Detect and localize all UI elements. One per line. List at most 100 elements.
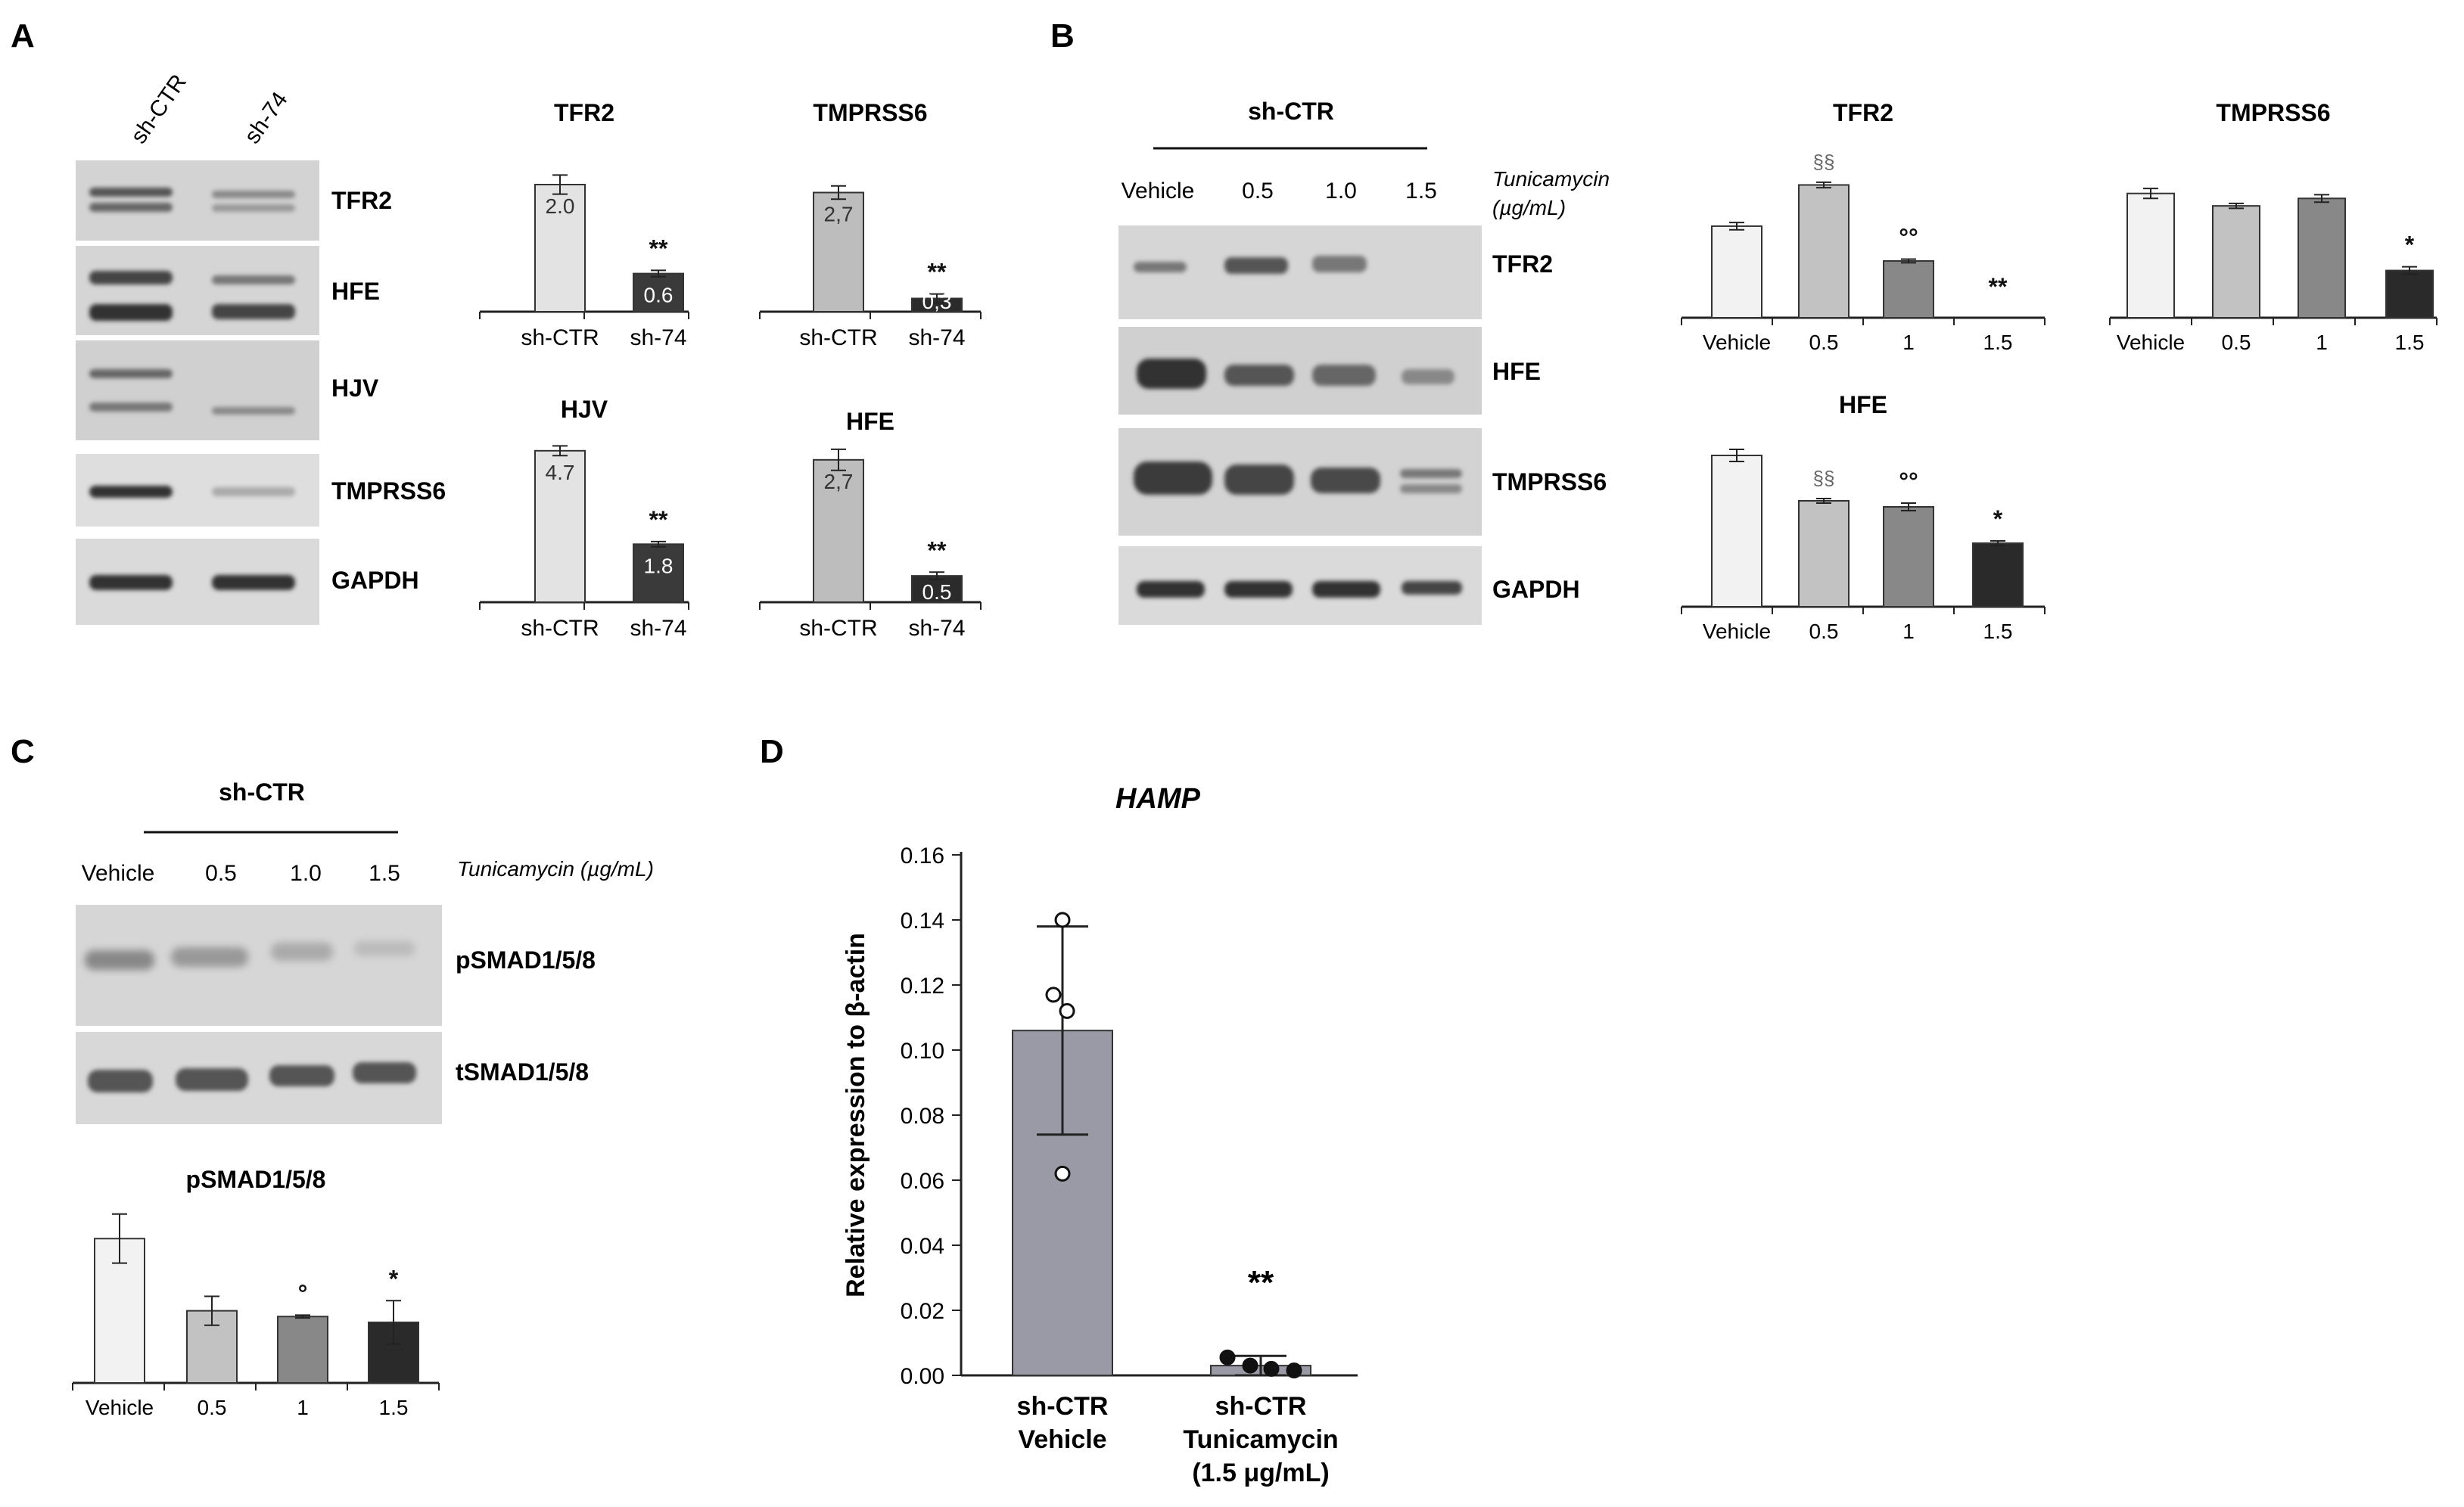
chart-b-hfe: HFE Vehicle §§ 0.5 °° 1 * 1.5 (1681, 391, 2046, 643)
chart-a-tfr2: TFR2 2.0 sh-CTR 0.6 ** sh-74 (479, 99, 689, 350)
y-tick-label: 0.06 (901, 1169, 944, 1194)
blot-strip-b-hfe (1118, 327, 1482, 415)
category-label: 0.5 (2222, 331, 2251, 354)
significance-mark: ** (1248, 1264, 1274, 1301)
significance-mark: * (1993, 505, 2003, 533)
significance-mark: ** (649, 506, 668, 533)
category-label: Vehicle (86, 1396, 154, 1419)
group-label-c-sh-ctr: sh-CTR (219, 778, 305, 806)
category-label: 1.5 (2395, 331, 2425, 354)
category-label: 1.5 (379, 1396, 409, 1419)
category-label: sh-CTR (799, 616, 877, 641)
bar (277, 1316, 328, 1384)
category-label: 1 (297, 1396, 309, 1419)
bar (633, 543, 684, 603)
blot-strip-c-tsmad (76, 1032, 442, 1124)
category-label: Tunicamycin (1183, 1425, 1338, 1454)
panel-d: D (760, 733, 784, 770)
lane-label-0-5: 0.5 (1242, 179, 1274, 204)
category-label: sh-CTR (799, 325, 877, 350)
blot-strip-tfr2 (76, 160, 319, 241)
bar (2126, 192, 2175, 318)
bar (1972, 542, 2024, 607)
chart-title: HAMP (1115, 783, 1201, 815)
category-label: 1.5 (1983, 331, 2013, 354)
chart-a-tmprss6: TMPRSS6 2,7 sh-CTR 0,3 ** sh-74 (759, 99, 982, 350)
bar (813, 191, 864, 312)
bar (2385, 269, 2434, 319)
data-label: 2.0 (546, 194, 575, 218)
lane-label-vehicle: Vehicle (1122, 179, 1195, 204)
significance-mark: ° (298, 1279, 308, 1307)
category-label: sh-74 (908, 616, 965, 641)
significance-mark: ** (928, 259, 947, 286)
bar (1711, 455, 1762, 607)
category-label: Vehicle (1018, 1425, 1106, 1454)
category-label: sh-74 (908, 325, 965, 350)
lane-label-c-1-0: 1.0 (290, 861, 322, 886)
blot-strip-b-gapdh (1118, 546, 1482, 625)
chart-a-hjv: HJV 4.7 sh-CTR 1.8 ** sh-74 (479, 396, 689, 641)
y-tick-label: 0.08 (901, 1104, 944, 1129)
category-label: sh-74 (630, 616, 686, 641)
data-point (1059, 1002, 1075, 1019)
bar (813, 458, 864, 603)
treatment-label-c: Tunicamycin (µg/mL) (457, 857, 654, 881)
charts-layer: TFR22.0sh-CTR0.6**sh-74TMPRSS62,7sh-CTR0… (72, 99, 2438, 1487)
significance-mark: * (2405, 231, 2415, 259)
y-tick-label: 0.12 (901, 974, 944, 999)
data-label: 4.7 (546, 461, 575, 484)
category-label: sh-74 (630, 325, 686, 350)
category-label: sh-CTR (521, 616, 599, 641)
y-tick-label: 0.04 (901, 1234, 944, 1259)
lane-label-c-1-5: 1.5 (369, 861, 400, 886)
data-point (1054, 1165, 1071, 1182)
blot-strip-gapdh (76, 539, 319, 625)
significance-mark: §§ (1813, 151, 1835, 173)
lane-label-sh-ctr: sh-CTR (126, 70, 191, 148)
y-axis-label: Relative expression to β-actin (842, 933, 870, 1297)
panel-b: B sh-CTR Vehicle 0.5 1.0 1.5 Tunicamycin… (1050, 17, 1610, 625)
lane-label-1-0: 1.0 (1325, 179, 1357, 204)
chart-a-hfe: HFE 2,7 sh-CTR 0.5 ** sh-74 (759, 408, 982, 641)
chart-title: HFE (846, 408, 894, 435)
panel-a: A sh-CTR sh-74 (11, 17, 446, 625)
panel-label-c: C (11, 733, 35, 770)
blot-label-b-hfe: HFE (1492, 358, 1541, 385)
chart-title: pSMAD1/5/8 (186, 1166, 326, 1193)
category-label: 0.5 (1809, 620, 1839, 643)
panel-c: C sh-CTR Vehicle 0.5 1.0 1.5 Tunicamycin… (11, 733, 654, 1124)
y-tick-label: 0.16 (901, 844, 944, 868)
bar (534, 184, 586, 312)
blot-label-tmprss6: TMPRSS6 (331, 477, 446, 505)
data-label: 0.6 (644, 284, 674, 307)
y-tick-label: 0.02 (901, 1299, 944, 1324)
bar (1798, 184, 1850, 318)
lane-label-c-0-5: 0.5 (205, 861, 237, 886)
data-point (1286, 1363, 1302, 1379)
significance-mark: §§ (1813, 467, 1835, 489)
significance-mark: ** (649, 235, 668, 262)
bar (1711, 225, 1762, 318)
chart-b-tfr2: TFR2 Vehicle §§ 0.5 °° 1 ** 1.5 (1681, 99, 2046, 354)
bar (1883, 506, 1934, 607)
blot-label-b-tmprss6: TMPRSS6 (1492, 468, 1607, 496)
blot-strip-hfe (76, 246, 319, 335)
chart-title: TFR2 (1833, 99, 1893, 126)
category-label: sh-CTR (521, 325, 599, 350)
chart-c-psmad1-5-8: pSMAD1/5/8 Vehicle 0.5 ° 1 * 1.5 (72, 1166, 440, 1419)
category-label: 1.5 (1983, 620, 2013, 643)
category-label: 1 (1902, 620, 1915, 643)
data-point (1045, 987, 1062, 1003)
data-label: 0,3 (922, 290, 952, 313)
lane-label-c-vehicle: Vehicle (82, 861, 155, 886)
chart-title: TMPRSS6 (813, 99, 927, 126)
blot-label-hfe: HFE (331, 278, 380, 305)
category-label: sh-CTR (1017, 1392, 1109, 1421)
y-tick-label: 0.00 (901, 1364, 944, 1389)
blot-label-hjv: HJV (331, 374, 379, 402)
panel-label-d: D (760, 733, 784, 770)
data-label: 0.5 (922, 580, 952, 604)
bar (1883, 259, 1934, 318)
